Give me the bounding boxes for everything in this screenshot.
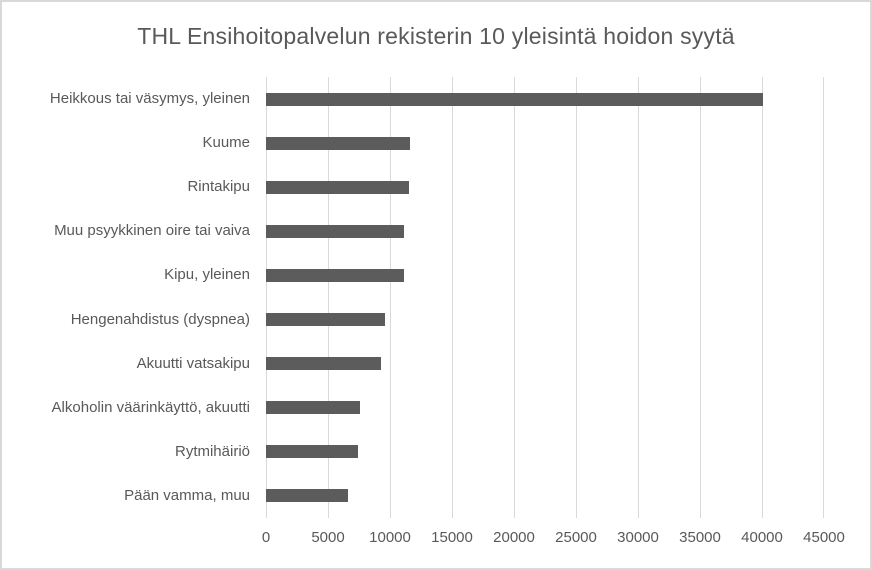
bar <box>266 224 404 238</box>
bar <box>266 268 404 282</box>
x-tick-label: 0 <box>261 529 271 546</box>
gridline-x-25000 <box>576 77 577 518</box>
x-tick-label: 40000 <box>741 529 783 546</box>
gridline-x-45000 <box>823 77 824 518</box>
gridline-x-5000 <box>328 77 329 518</box>
gridline-x-10000 <box>390 77 391 518</box>
category-label: Kuume <box>202 134 250 152</box>
category-label: Kipu, yleinen <box>164 266 250 284</box>
category-label: Alkoholin väärinkäyttö, akuutti <box>51 398 250 416</box>
category-label: Rintakipu <box>187 178 250 196</box>
x-tick-label: 35000 <box>679 529 721 546</box>
x-tick-label: 30000 <box>617 529 659 546</box>
category-label: Rytmihäiriö <box>174 442 250 460</box>
category-label: Muu psyykkinen oire tai vaiva <box>54 222 250 240</box>
category-label: Akuutti vatsakipu <box>136 354 250 372</box>
bar <box>266 489 349 503</box>
category-label: Pään vamma, muu <box>124 486 250 504</box>
gridline-x-0 <box>266 77 267 518</box>
category-label: Hengenahdistus (dyspnea) <box>70 310 250 328</box>
plot-area <box>266 77 824 518</box>
x-tick-label: 25000 <box>555 529 597 546</box>
gridline-x-20000 <box>514 77 515 518</box>
value-axis: 0 5000 10000 15000 20000 25000 30000 35000 40000… <box>262 528 845 548</box>
x-tick-label: 10000 <box>369 529 411 546</box>
gridline-x-40000 <box>762 77 763 518</box>
category-label: Heikkous tai väsymys, yleinen <box>49 90 250 107</box>
x-tick-label: 20000 <box>493 529 535 546</box>
x-tick-label: 5000 <box>311 529 345 546</box>
category-axis: Heikkous tai väsymys, yleinen Kuume Rintak… <box>10 77 250 518</box>
bar <box>266 313 386 327</box>
bar <box>266 445 358 459</box>
gridline-x-15000 <box>452 77 453 518</box>
bar <box>266 401 361 415</box>
bar <box>266 180 409 194</box>
x-tick-label: 15000 <box>431 529 473 546</box>
gridline-x-35000 <box>700 77 701 518</box>
x-tick-label: 45000 <box>803 529 845 546</box>
chart-title: THL Ensihoitopalvelun rekisterin 10 ylei… <box>137 23 735 49</box>
bar <box>266 92 764 106</box>
gridline-x-30000 <box>638 77 639 518</box>
bar <box>266 136 410 150</box>
bar <box>266 357 382 371</box>
